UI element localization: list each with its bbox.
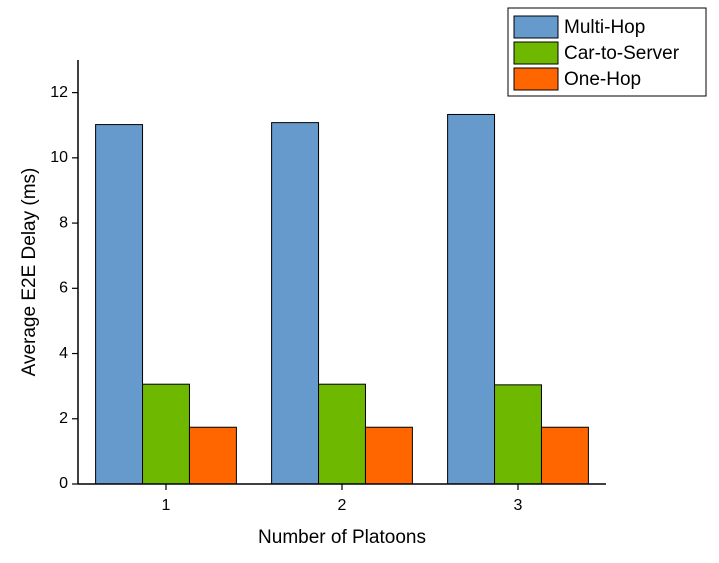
legend-label: One-Hop xyxy=(564,69,641,90)
bar xyxy=(318,383,366,485)
x-tick-label: 1 xyxy=(162,497,171,514)
bar xyxy=(95,124,144,485)
y-tick-label: 8 xyxy=(59,214,68,231)
y-tick-label: 0 xyxy=(59,475,68,492)
bar xyxy=(188,426,237,485)
bar xyxy=(142,383,190,485)
bar xyxy=(447,113,496,485)
bar xyxy=(540,426,589,485)
bar xyxy=(364,426,413,485)
y-tick-label: 10 xyxy=(50,149,68,166)
x-tick-label: 3 xyxy=(514,497,523,514)
y-tick-label: 4 xyxy=(59,345,68,362)
legend-swatch xyxy=(513,15,559,39)
y-axis-label: Average E2E Delay (ms) xyxy=(19,168,40,377)
legend-label: Multi-Hop xyxy=(564,17,645,38)
y-tick-label: 6 xyxy=(59,280,68,297)
x-axis-label: Number of Platoons xyxy=(258,527,426,548)
legend-swatch xyxy=(513,41,559,65)
y-tick-label: 2 xyxy=(59,410,68,427)
legend-label: Car-to-Server xyxy=(564,43,680,64)
bar xyxy=(271,122,320,485)
y-tick-label: 12 xyxy=(50,84,68,101)
bar xyxy=(494,384,542,485)
legend-swatch xyxy=(513,67,559,91)
x-tick-label: 2 xyxy=(338,497,347,514)
